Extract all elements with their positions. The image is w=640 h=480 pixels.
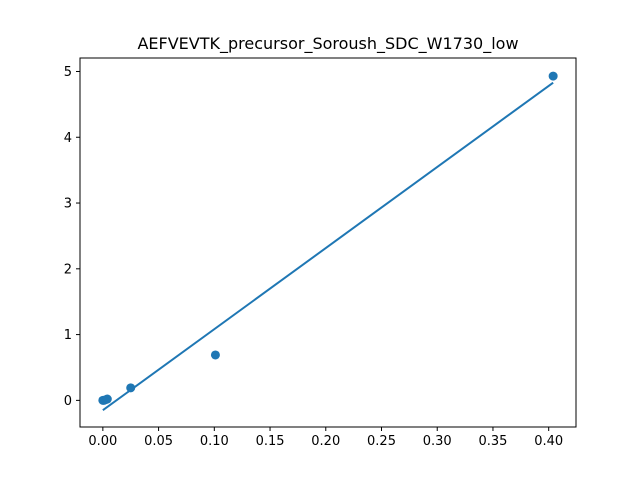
y-axis: 0 1 2 3 4 5 <box>64 65 80 409</box>
data-point <box>102 394 112 404</box>
data-point <box>210 350 220 360</box>
x-axis: 0.00 0.05 0.10 0.15 0.20 0.25 0.30 0.35 0.40 <box>88 427 563 449</box>
y-tick-label: 3 <box>64 197 72 212</box>
x-tick-label: 0.20 <box>311 434 340 449</box>
x-tick-label: 0.25 <box>367 434 396 449</box>
y-tick-label: 5 <box>64 65 72 80</box>
x-tick-label: 0.35 <box>478 434 507 449</box>
y-tick-label: 0 <box>64 394 72 409</box>
x-tick-label: 0.40 <box>534 434 563 449</box>
data-points <box>98 71 558 405</box>
x-tick-label: 0.00 <box>88 434 117 449</box>
x-tick-label: 0.10 <box>200 434 229 449</box>
y-tick-label: 4 <box>64 131 72 146</box>
chart-title: AEFVEVTK_precursor_Soroush_SDC_W1730_low <box>137 34 518 54</box>
fit-line <box>102 81 554 412</box>
fit-line-group <box>102 81 554 412</box>
plot-frame <box>79 57 577 428</box>
x-tick-label: 0.05 <box>144 434 173 449</box>
y-tick-label: 2 <box>64 262 72 277</box>
data-point <box>548 71 558 81</box>
data-point <box>126 383 136 393</box>
x-tick-label: 0.30 <box>423 434 452 449</box>
x-tick-label: 0.15 <box>256 434 285 449</box>
y-tick-label: 1 <box>64 328 72 343</box>
